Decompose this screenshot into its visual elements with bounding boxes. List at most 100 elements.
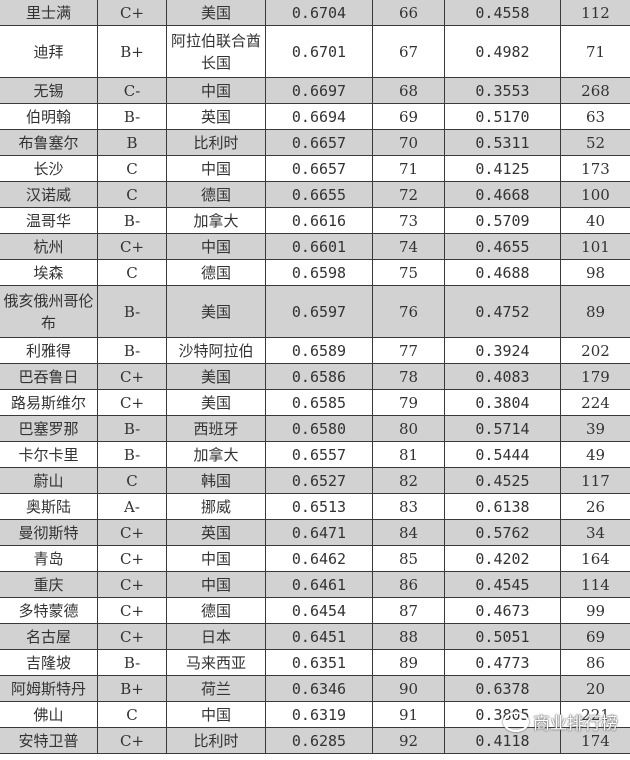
score2-cell: 0.4545 bbox=[444, 571, 561, 598]
country-cell: 西班牙 bbox=[166, 415, 266, 442]
score-cell: 0.6451 bbox=[265, 623, 373, 650]
rank-cell: 72 bbox=[372, 181, 445, 208]
rank-cell: 67 bbox=[372, 25, 445, 78]
grade-cell: C+ bbox=[97, 727, 167, 754]
city-cell: 无锡 bbox=[0, 77, 98, 104]
score-cell: 0.6589 bbox=[265, 337, 373, 364]
value-cell: 52 bbox=[560, 129, 630, 156]
grade-cell: B+ bbox=[97, 675, 167, 702]
table-row: 佛山 C 中国 0.6319 91 0.3805 221 bbox=[0, 701, 630, 728]
grade-cell: A- bbox=[97, 493, 167, 520]
table-row: 伯明翰 B- 英国 0.6694 69 0.5170 63 bbox=[0, 103, 630, 130]
city-cell: 多特蒙德 bbox=[0, 597, 98, 624]
grade-cell: C+ bbox=[97, 571, 167, 598]
score2-cell: 0.3924 bbox=[444, 337, 561, 364]
score2-cell: 0.4673 bbox=[444, 597, 561, 624]
rank-cell: 80 bbox=[372, 415, 445, 442]
table-row: 巴吞鲁日 C+ 美国 0.6586 78 0.4083 179 bbox=[0, 363, 630, 390]
score-cell: 0.6657 bbox=[265, 129, 373, 156]
table-row: 重庆 C+ 中国 0.6461 86 0.4545 114 bbox=[0, 571, 630, 598]
value-cell: 100 bbox=[560, 181, 630, 208]
city-cell: 利雅得 bbox=[0, 337, 98, 364]
value-cell: 99 bbox=[560, 597, 630, 624]
value-cell: 101 bbox=[560, 233, 630, 260]
score-cell: 0.6580 bbox=[265, 415, 373, 442]
city-cell: 里士满 bbox=[0, 0, 98, 26]
score-cell: 0.6557 bbox=[265, 441, 373, 468]
country-cell: 韩国 bbox=[166, 467, 266, 494]
grade-cell: C+ bbox=[97, 0, 167, 26]
country-cell: 阿拉伯联合酋长国 bbox=[166, 25, 266, 78]
rank-cell: 82 bbox=[372, 467, 445, 494]
country-cell: 中国 bbox=[166, 77, 266, 104]
grade-cell: C bbox=[97, 181, 167, 208]
score-cell: 0.6471 bbox=[265, 519, 373, 546]
value-cell: 114 bbox=[560, 571, 630, 598]
score-cell: 0.6319 bbox=[265, 701, 373, 728]
score2-cell: 0.6378 bbox=[444, 675, 561, 702]
grade-cell: B- bbox=[97, 441, 167, 468]
city-cell: 布鲁塞尔 bbox=[0, 129, 98, 156]
table-row: 卡尔卡里 B- 加拿大 0.6557 81 0.5444 49 bbox=[0, 441, 630, 468]
score-cell: 0.6351 bbox=[265, 649, 373, 676]
city-cell: 卡尔卡里 bbox=[0, 441, 98, 468]
country-cell: 加拿大 bbox=[166, 207, 266, 234]
table-row: 利雅得 B- 沙特阿拉伯 0.6589 77 0.3924 202 bbox=[0, 337, 630, 364]
score2-cell: 0.4202 bbox=[444, 545, 561, 572]
table-row: 吉隆坡 B- 马来西亚 0.6351 89 0.4773 86 bbox=[0, 649, 630, 676]
table-row: 里士满 C+ 美国 0.6704 66 0.4558 112 bbox=[0, 0, 630, 26]
country-cell: 德国 bbox=[166, 259, 266, 286]
table-row: 蔚山 C 韩国 0.6527 82 0.4525 117 bbox=[0, 467, 630, 494]
score2-cell: 0.5170 bbox=[444, 103, 561, 130]
table-row: 阿姆斯特丹 B+ 荷兰 0.6346 90 0.6378 20 bbox=[0, 675, 630, 702]
table-row: 布鲁塞尔 B 比利时 0.6657 70 0.5311 52 bbox=[0, 129, 630, 156]
table-row: 名古屋 C+ 日本 0.6451 88 0.5051 69 bbox=[0, 623, 630, 650]
city-cell: 杭州 bbox=[0, 233, 98, 260]
grade-cell: C+ bbox=[97, 519, 167, 546]
country-cell: 挪威 bbox=[166, 493, 266, 520]
score-cell: 0.6655 bbox=[265, 181, 373, 208]
rank-cell: 79 bbox=[372, 389, 445, 416]
score-cell: 0.6694 bbox=[265, 103, 373, 130]
country-cell: 德国 bbox=[166, 597, 266, 624]
rank-cell: 73 bbox=[372, 207, 445, 234]
city-cell: 汉诺威 bbox=[0, 181, 98, 208]
rank-cell: 90 bbox=[372, 675, 445, 702]
grade-cell: C+ bbox=[97, 363, 167, 390]
value-cell: 86 bbox=[560, 649, 630, 676]
city-cell: 长沙 bbox=[0, 155, 98, 182]
table-row: 杭州 C+ 中国 0.6601 74 0.4655 101 bbox=[0, 233, 630, 260]
country-cell: 美国 bbox=[166, 363, 266, 390]
score-cell: 0.6513 bbox=[265, 493, 373, 520]
score-cell: 0.6697 bbox=[265, 77, 373, 104]
watermark: 商业排行榜 bbox=[503, 709, 618, 734]
score2-cell: 0.4118 bbox=[444, 727, 561, 754]
grade-cell: C- bbox=[97, 77, 167, 104]
grade-cell: B- bbox=[97, 103, 167, 130]
city-cell: 阿姆斯特丹 bbox=[0, 675, 98, 702]
score-cell: 0.6598 bbox=[265, 259, 373, 286]
value-cell: 268 bbox=[560, 77, 630, 104]
country-cell: 中国 bbox=[166, 701, 266, 728]
value-cell: 40 bbox=[560, 207, 630, 234]
grade-cell: C bbox=[97, 467, 167, 494]
score2-cell: 0.5311 bbox=[444, 129, 561, 156]
score2-cell: 0.4752 bbox=[444, 285, 561, 338]
wechat-icon bbox=[503, 711, 529, 732]
value-cell: 98 bbox=[560, 259, 630, 286]
country-cell: 德国 bbox=[166, 181, 266, 208]
value-cell: 221 bbox=[560, 701, 630, 728]
country-cell: 比利时 bbox=[166, 129, 266, 156]
score2-cell: 0.4083 bbox=[444, 363, 561, 390]
country-cell: 中国 bbox=[166, 545, 266, 572]
score2-cell: 0.4773 bbox=[444, 649, 561, 676]
table-row: 迪拜 B+ 阿拉伯联合酋长国 0.6701 67 0.4982 71 bbox=[0, 25, 630, 78]
country-cell: 中国 bbox=[166, 155, 266, 182]
rank-cell: 69 bbox=[372, 103, 445, 130]
city-cell: 名古屋 bbox=[0, 623, 98, 650]
grade-cell: C bbox=[97, 155, 167, 182]
country-cell: 中国 bbox=[166, 571, 266, 598]
country-cell: 日本 bbox=[166, 623, 266, 650]
score2-cell: 0.5444 bbox=[444, 441, 561, 468]
